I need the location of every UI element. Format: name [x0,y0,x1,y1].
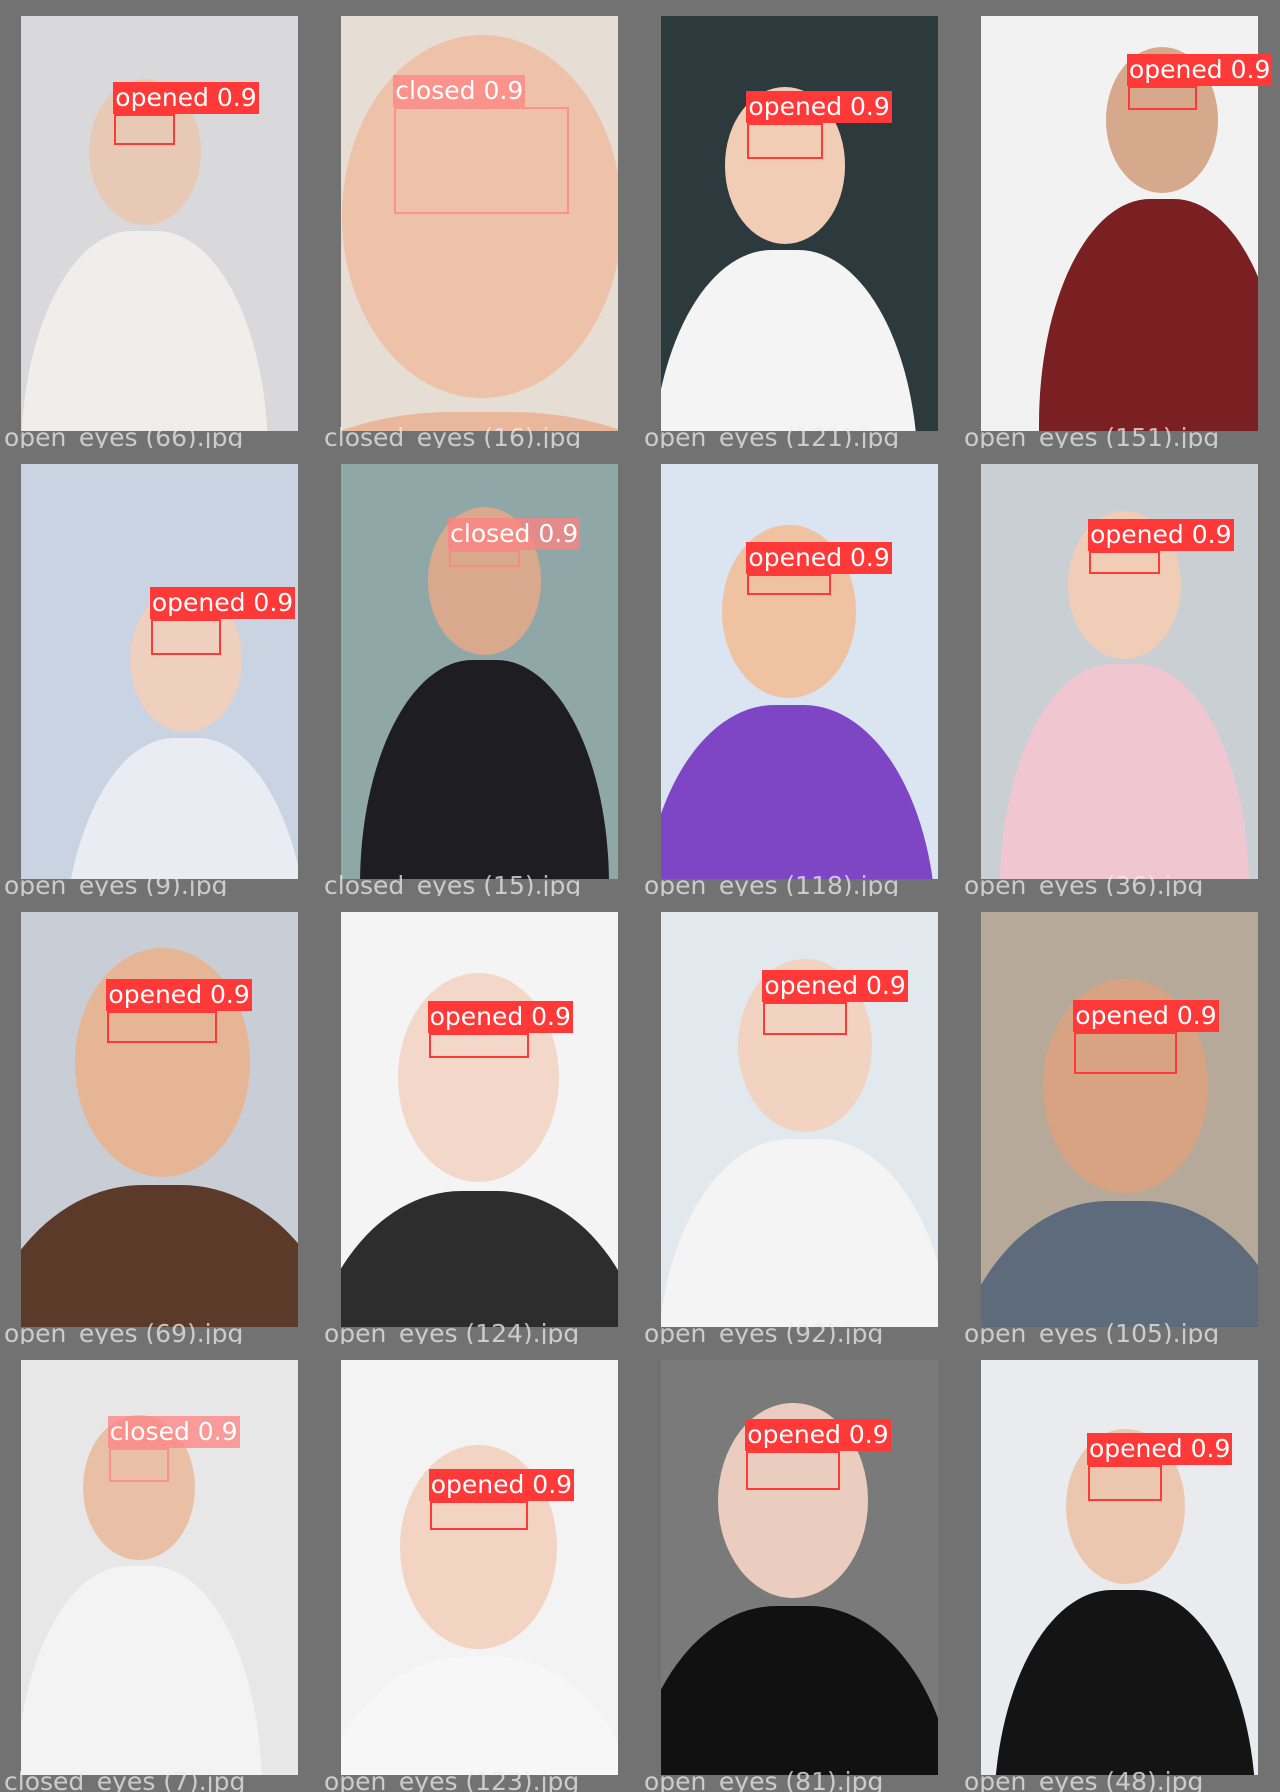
photo [981,912,1258,1327]
body [21,1565,263,1775]
filename: open_eyes (92).jpg [644,1319,884,1345]
photo [341,1360,618,1775]
bounding-box [763,1002,847,1036]
filename: closed_eyes (7).jpg [4,1767,246,1792]
filename: open_eyes (36).jpg [964,871,1204,897]
photo [21,464,298,879]
bounding-box [746,1451,840,1491]
detection-label: closed 0.9 [448,517,581,550]
filename: closed_eyes (16).jpg [324,423,582,449]
tile: closed 0.9 closed_eyes (16).jpg [320,0,640,448]
photo [661,16,938,431]
tile: opened 0.9 open_eyes (121).jpg [640,0,960,448]
bounding-box [394,107,570,214]
tile: opened 0.9 open_eyes (118).jpg [640,448,960,896]
filename: open_eyes (121).jpg [644,423,900,449]
body [994,1589,1256,1775]
photo [341,912,618,1327]
detection-label: opened 0.9 [149,587,296,620]
detection-label: opened 0.9 [746,541,892,574]
body [999,664,1250,879]
photo [21,912,298,1327]
detection-label: opened 0.9 [113,82,259,115]
body [341,412,618,431]
filename: open_eyes (66).jpg [4,423,244,449]
bounding-box [747,573,831,596]
bounding-box [747,123,823,159]
detection-label: opened 0.9 [745,1419,891,1452]
tile: opened 0.9 open_eyes (36).jpg [960,448,1280,896]
tile: opened 0.9 open_eyes (9).jpg [0,448,320,896]
bounding-box [108,1448,170,1483]
detection-label: closed 0.9 [107,1416,240,1448]
detection-label: opened 0.9 [427,1001,573,1034]
body [341,1190,618,1327]
bounding-box [1089,550,1160,574]
bounding-box [1088,1465,1163,1501]
body [62,737,298,879]
body [661,249,918,431]
bounding-box [150,619,221,655]
tile: opened 0.9 open_eyes (66).jpg [0,0,320,448]
tile: opened 0.9 open_eyes (105).jpg [960,896,1280,1344]
filename: open_eyes (81).jpg [644,1767,884,1792]
tile: opened 0.9 open_eyes (48).jpg [960,1344,1280,1792]
tile: opened 0.9 open_eyes (81).jpg [640,1344,960,1792]
tile: closed 0.9 closed_eyes (15).jpg [320,448,640,896]
bounding-box [449,549,520,567]
photo [21,16,298,431]
bounding-box [107,1011,218,1044]
body [1039,198,1258,431]
tile: opened 0.9 open_eyes (151).jpg [960,0,1280,448]
body [359,660,610,879]
detection-label: opened 0.9 [106,979,252,1012]
body [21,230,268,431]
tile: opened 0.9 open_eyes (69).jpg [0,896,320,1344]
photo [21,1360,298,1775]
bounding-box [429,1500,528,1531]
detection-label: opened 0.9 [746,91,892,124]
filename: open_eyes (123).jpg [324,1767,580,1792]
filename: open_eyes (105).jpg [964,1319,1220,1345]
photo [661,464,938,879]
filename: open_eyes (69).jpg [4,1319,244,1345]
body [661,1138,938,1327]
tile: opened 0.9 open_eyes (92).jpg [640,896,960,1344]
body [661,704,936,879]
tile: opened 0.9 open_eyes (124).jpg [320,896,640,1344]
detection-label: opened 0.9 [762,970,908,1003]
filename: open_eyes (9).jpg [4,871,228,897]
photo [981,1360,1258,1775]
detection-label: opened 0.9 [1088,518,1234,551]
body [981,1201,1258,1327]
body [341,1656,618,1775]
bounding-box [1074,1032,1178,1075]
bounding-box [1128,85,1197,110]
filename: open_eyes (124).jpg [324,1319,580,1345]
filename: open_eyes (48).jpg [964,1767,1204,1792]
filename: closed_eyes (15).jpg [324,871,582,897]
body [21,1185,298,1327]
tile: opened 0.9 open_eyes (123).jpg [320,1344,640,1792]
bounding-box [114,114,175,146]
detection-label: opened 0.9 [1127,53,1273,86]
bounding-box [428,1033,530,1059]
detection-label: opened 0.9 [428,1468,575,1501]
filename: open_eyes (151).jpg [964,423,1220,449]
detection-label: opened 0.9 [1087,1433,1233,1466]
filename: open_eyes (118).jpg [644,871,900,897]
detection-label: closed 0.9 [393,75,526,108]
tile: closed 0.9 closed_eyes (7).jpg [0,1344,320,1792]
body [661,1605,938,1775]
detection-label: opened 0.9 [1073,1000,1219,1032]
